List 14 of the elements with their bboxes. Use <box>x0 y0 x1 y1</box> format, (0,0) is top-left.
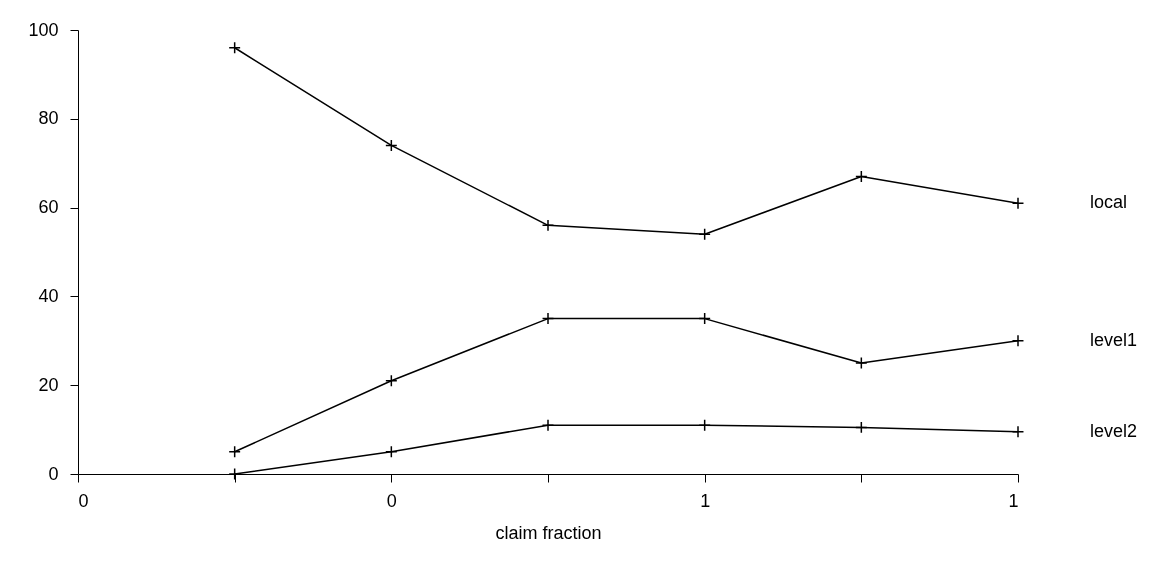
text: local <box>1090 192 1128 213</box>
x-tick-label: 0 <box>78 490 89 511</box>
x-tick-label: 1 <box>700 490 711 511</box>
y-tick-label: 40 <box>38 285 59 306</box>
x-tick-label: 1 <box>1008 490 1019 511</box>
y-tick-label: 100 <box>28 19 59 40</box>
y-tick-label: 80 <box>38 108 59 129</box>
y-tick-label: 20 <box>38 374 59 395</box>
x-tick-label: 0 <box>386 490 397 511</box>
x-axis-title: claim fraction <box>495 522 602 543</box>
text: level1 <box>1090 329 1138 350</box>
text: level2 <box>1090 420 1138 441</box>
y-tick-label: 0 <box>48 463 59 484</box>
y-tick-label: 60 <box>38 197 59 218</box>
